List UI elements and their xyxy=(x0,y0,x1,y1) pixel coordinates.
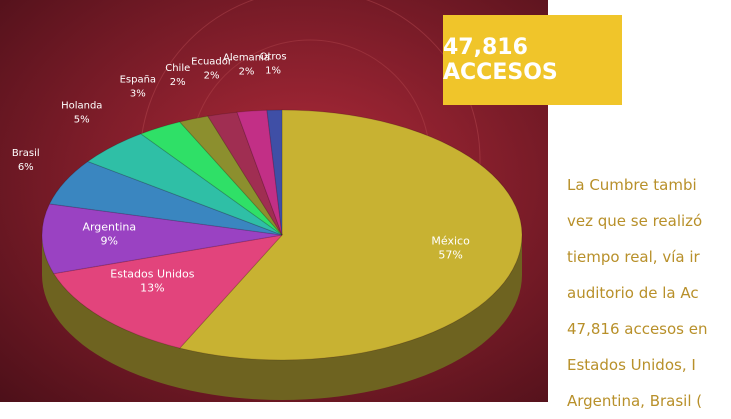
text-line: La Cumbre tambi xyxy=(567,167,731,203)
slice-value: 13% xyxy=(140,282,164,295)
slice-value: 2% xyxy=(239,67,255,78)
slice-value: 2% xyxy=(170,77,186,88)
slice-value: 9% xyxy=(101,234,118,247)
slice-value: 3% xyxy=(130,89,146,100)
banner: 47,816 ACCESOS xyxy=(443,15,622,105)
slice-label: Brasil xyxy=(12,148,40,159)
slice-value: 1% xyxy=(265,65,281,76)
slice-label: Otros xyxy=(260,51,287,62)
slice-value: 6% xyxy=(18,162,34,173)
slice-label: Holanda xyxy=(61,101,102,112)
slice-label: España xyxy=(120,75,156,86)
slice-value: 57% xyxy=(438,248,462,261)
text-line: 47,816 accesos en xyxy=(567,311,731,347)
slice-label: Estados Unidos xyxy=(110,268,194,281)
slice-label: Chile xyxy=(165,63,190,74)
text-line: vez que se realizó xyxy=(567,203,731,239)
slice-label: México xyxy=(431,234,470,247)
text-line: Estados Unidos, I xyxy=(567,347,731,383)
slice-value: 5% xyxy=(74,115,90,126)
slice-label: Argentina xyxy=(82,220,136,233)
slice-value: 2% xyxy=(204,71,220,82)
text-line: auditorio de la Ac xyxy=(567,275,731,311)
text-line: Argentina, Brasil ( xyxy=(567,383,731,419)
text-line: tiempo real, vía ir xyxy=(567,239,731,275)
